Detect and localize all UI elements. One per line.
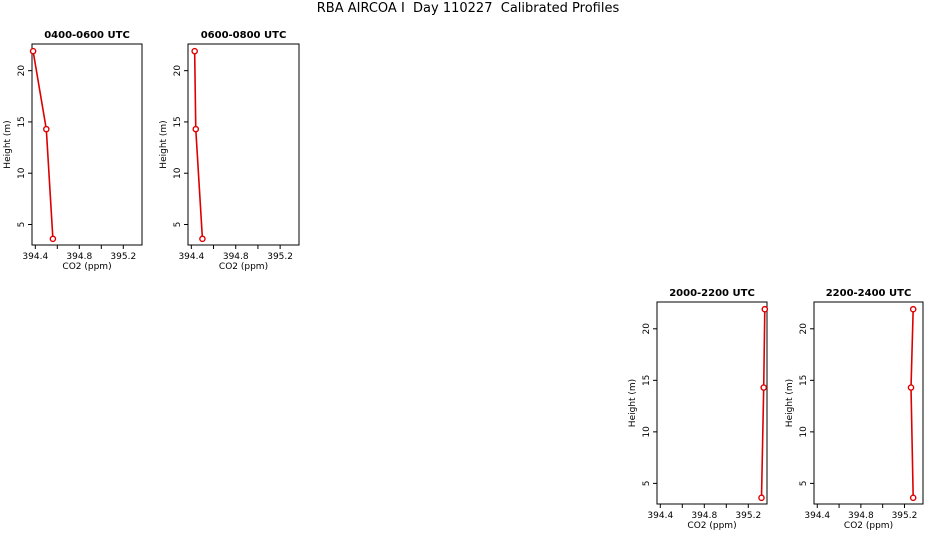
- panel-title: 2000-2200 UTC: [669, 288, 755, 299]
- y-axis-label: Height (m): [3, 120, 13, 168]
- y-tick-label: 15: [799, 375, 809, 386]
- data-point: [192, 125, 200, 133]
- y-tick-label: 20: [642, 323, 652, 335]
- y-tick-label: 15: [173, 116, 183, 127]
- data-point: [760, 384, 768, 391]
- x-tick-label: 394.8: [691, 511, 717, 521]
- x-tick-label: 395.2: [267, 252, 293, 262]
- profile-line: [760, 309, 766, 498]
- plot-frame: [656, 301, 768, 505]
- page-title: RBA AIRCOA I Day 110227 Calibrated Profi…: [316, 1, 620, 16]
- x-tick-label: 394.8: [223, 252, 249, 262]
- panel-title: 0600-0800 UTC: [201, 30, 287, 41]
- panel-title: 0400-0600 UTC: [44, 30, 130, 41]
- y-tick-label: 5: [799, 481, 809, 487]
- x-tick-label: 394.4: [178, 252, 204, 262]
- y-tick-label: 5: [17, 222, 27, 228]
- x-axis-label: CO2 (ppm): [219, 262, 268, 272]
- y-tick-label: 15: [17, 116, 27, 127]
- data-point: [191, 47, 198, 55]
- data-point: [909, 494, 917, 502]
- y-tick-label: 20: [173, 65, 183, 77]
- x-axis-label: CO2 (ppm): [62, 262, 111, 272]
- profile-line: [32, 51, 54, 239]
- y-axis-label: Height (m): [628, 379, 638, 427]
- x-axis-label: CO2 (ppm): [844, 521, 893, 531]
- data-point: [761, 305, 769, 313]
- y-axis-label: Height (m): [785, 379, 795, 427]
- profile-line: [910, 309, 914, 498]
- x-axis-label: CO2 (ppm): [687, 521, 736, 531]
- data-point: [29, 47, 37, 55]
- data-point: [907, 384, 915, 391]
- y-tick-label: 10: [799, 426, 809, 438]
- plot-frame: [31, 43, 143, 246]
- data-point: [758, 494, 765, 502]
- y-tick-label: 5: [173, 222, 183, 228]
- y-tick-label: 20: [799, 323, 809, 335]
- y-axis-label: Height (m): [159, 120, 169, 168]
- x-tick-label: 394.8: [848, 511, 874, 521]
- panel-title: 2200-2400 UTC: [826, 288, 912, 299]
- y-tick-label: 15: [642, 375, 652, 386]
- x-tick-label: 394.4: [804, 511, 830, 521]
- data-point: [199, 235, 206, 243]
- x-tick-label: 394.4: [22, 252, 48, 262]
- plot-frame: [813, 301, 924, 505]
- y-tick-label: 5: [642, 481, 652, 487]
- x-tick-label: 395.2: [110, 252, 136, 262]
- plot-frame: [187, 43, 300, 246]
- data-point: [49, 235, 57, 243]
- profile-line: [193, 51, 204, 239]
- data-point: [43, 125, 50, 133]
- x-tick-label: 395.2: [892, 511, 918, 521]
- x-tick-label: 395.2: [735, 511, 761, 521]
- x-tick-label: 394.8: [66, 252, 92, 262]
- data-point: [909, 305, 917, 313]
- y-tick-label: 10: [17, 167, 27, 179]
- y-tick-label: 10: [642, 426, 652, 438]
- y-tick-label: 20: [17, 65, 27, 77]
- y-tick-label: 10: [173, 167, 183, 179]
- x-tick-label: 394.4: [647, 511, 673, 521]
